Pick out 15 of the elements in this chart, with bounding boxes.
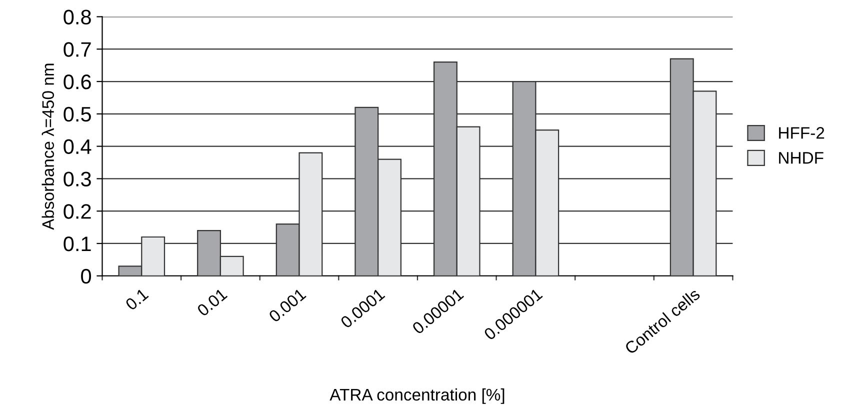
y-tick-label: 0.4 (64, 139, 92, 154)
y-tick-label: 0.6 (64, 74, 91, 90)
x-tick-label: 0.01 (196, 288, 228, 317)
y-tick-label: 0.7 (64, 42, 91, 57)
y-tick-label: 0 (81, 268, 92, 284)
y-axis-title: Absorbance λ=450 nm (42, 64, 54, 230)
y-tick-label: 0.2 (64, 204, 91, 219)
x-axis-title: ATRA concentration [%] (330, 388, 504, 404)
legend-label: NHDF (779, 152, 824, 164)
y-tick-label: 0.1 (64, 236, 91, 252)
y-tick-label: 0.8 (64, 10, 91, 24)
x-tick-label: 0.1 (124, 288, 149, 311)
legend-label: HFF-2 (779, 127, 824, 139)
y-tick-label: 0.5 (64, 106, 91, 122)
y-tick-label: 0.3 (64, 172, 91, 186)
